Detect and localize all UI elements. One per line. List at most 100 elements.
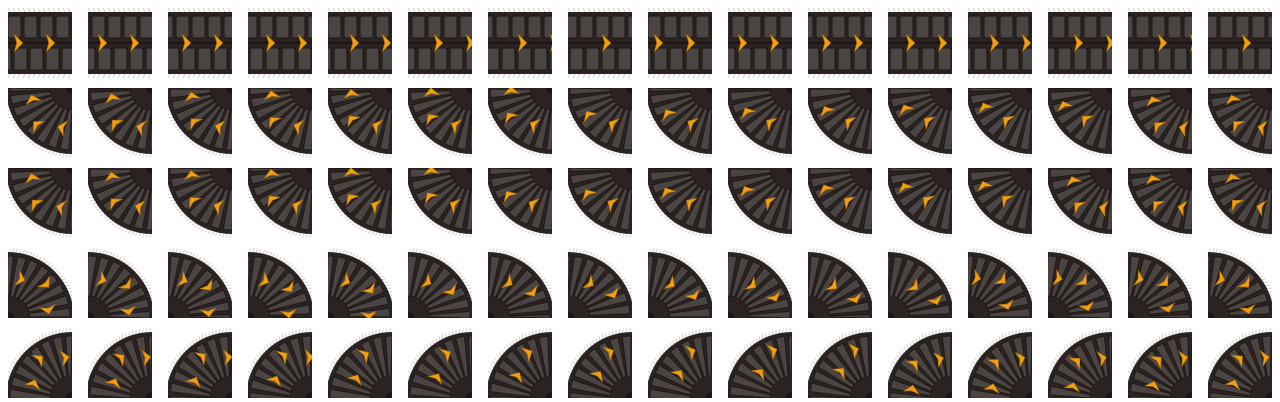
- tread-sprite: [88, 88, 152, 158]
- tread-sprite: [488, 8, 552, 78]
- tread-frame: [408, 328, 472, 398]
- tread-frame: [1208, 328, 1272, 398]
- tread-sprite: [1208, 88, 1272, 158]
- tread-frame: [8, 8, 72, 78]
- tread-frame: [968, 168, 1032, 238]
- tread-frame: [568, 328, 632, 398]
- tread-sprite: [1128, 168, 1192, 238]
- tread-frame: [408, 88, 472, 158]
- tread-frame: [88, 328, 152, 398]
- tread-sprite: [1128, 88, 1192, 158]
- tread-sprite: [408, 88, 472, 158]
- tread-frame: [328, 328, 392, 398]
- tread-frame: [648, 248, 712, 318]
- tread-sprite: [568, 88, 632, 158]
- tread-sprite: [168, 328, 232, 398]
- tread-frame: [728, 8, 792, 78]
- tread-frame: [328, 88, 392, 158]
- tread-frame: [1048, 328, 1112, 398]
- tread-sprite: [328, 328, 392, 398]
- tread-frame: [1128, 8, 1192, 78]
- tread-sprite: [648, 8, 712, 78]
- tread-sprite: [168, 248, 232, 318]
- tread-frame: [488, 328, 552, 398]
- tread-frame: [1208, 168, 1272, 238]
- tread-frame: [648, 328, 712, 398]
- tread-sprite: [808, 248, 872, 318]
- tread-frame: [808, 328, 872, 398]
- tread-frame: [1208, 8, 1272, 78]
- tread-frame: [248, 88, 312, 158]
- tread-sprite: [968, 248, 1032, 318]
- tread-sprite: [648, 168, 712, 238]
- tread-sprite: [648, 88, 712, 158]
- tread-sprite: [728, 328, 792, 398]
- tread-frame: [808, 88, 872, 158]
- tread-frame: [888, 168, 952, 238]
- tread-frame: [1048, 168, 1112, 238]
- tread-frame: [248, 8, 312, 78]
- tread-frame: [808, 248, 872, 318]
- tread-frame: [1208, 88, 1272, 158]
- tread-frame: [648, 88, 712, 158]
- tread-frame: [328, 248, 392, 318]
- tread-sprite: [808, 8, 872, 78]
- tread-sprite: [888, 248, 952, 318]
- tread-sprite: [888, 8, 952, 78]
- tread-sprite: [808, 328, 872, 398]
- tread-sprite: [408, 328, 472, 398]
- tread-sprite: [648, 248, 712, 318]
- tread-sprite: [408, 168, 472, 238]
- tread-frame: [1128, 248, 1192, 318]
- tread-sprite: [568, 168, 632, 238]
- tread-frame: [248, 168, 312, 238]
- tread-frame: [168, 8, 232, 78]
- tread-sprite: [88, 248, 152, 318]
- tread-sprite: [168, 168, 232, 238]
- tread-frame: [328, 168, 392, 238]
- tread-sprite: [328, 248, 392, 318]
- tread-frame: [168, 248, 232, 318]
- tread-sprite: [8, 8, 72, 78]
- tread-sprite: [728, 248, 792, 318]
- tread-sprite: [808, 168, 872, 238]
- tread-sprite: [968, 168, 1032, 238]
- tread-sprite: [248, 328, 312, 398]
- tread-sprite: [568, 8, 632, 78]
- tread-frame: [568, 168, 632, 238]
- tread-sprite: [648, 328, 712, 398]
- tread-frame: [968, 248, 1032, 318]
- tread-sprite: [968, 8, 1032, 78]
- tread-frame: [88, 88, 152, 158]
- tread-frame: [568, 88, 632, 158]
- tread-sprite: [968, 88, 1032, 158]
- tread-sprite: [88, 168, 152, 238]
- tread-sprite: [1208, 8, 1272, 78]
- tread-frame: [728, 248, 792, 318]
- tread-sprite: [408, 248, 472, 318]
- tread-frame: [648, 168, 712, 238]
- tread-sprite: [328, 8, 392, 78]
- tread-frame: [488, 168, 552, 238]
- tread-sprite: [568, 248, 632, 318]
- tread-frame: [168, 88, 232, 158]
- tread-sprite: [1128, 8, 1192, 78]
- tread-sprite: [8, 328, 72, 398]
- tread-sprite: [248, 8, 312, 78]
- tread-sprite: [568, 328, 632, 398]
- tread-frame: [88, 248, 152, 318]
- tread-sprite: [728, 8, 792, 78]
- tread-frame: [1128, 328, 1192, 398]
- tread-frame: [568, 248, 632, 318]
- tread-frame: [648, 8, 712, 78]
- tread-sprite: [808, 88, 872, 158]
- tread-sprite: [728, 168, 792, 238]
- tread-sprite: [248, 168, 312, 238]
- tread-frame: [168, 328, 232, 398]
- tread-frame: [408, 168, 472, 238]
- tread-sprite: [1208, 248, 1272, 318]
- tread-frame: [1048, 248, 1112, 318]
- tread-frame: [1128, 168, 1192, 238]
- tread-frame: [88, 168, 152, 238]
- tread-sprite: [888, 168, 952, 238]
